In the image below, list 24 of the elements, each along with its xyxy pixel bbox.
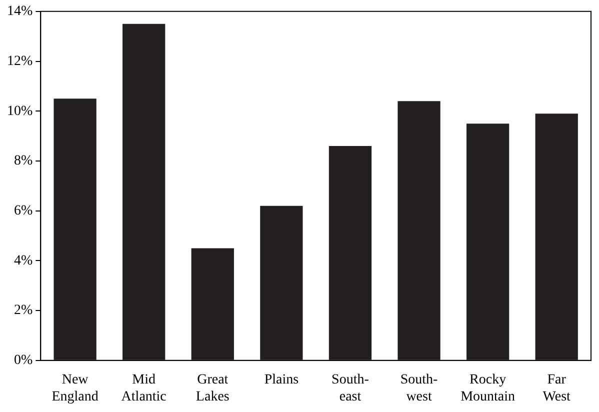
x-tick-label: New England [52,372,98,404]
x-tick-label: South-east [332,372,370,404]
y-tick-label: 12% [6,54,33,69]
x-tick-label: Mid Atlantic [121,372,166,404]
bar [191,248,234,360]
x-tick-label: Rocky Mountain [460,372,516,404]
x-tick-label: South-west [400,372,438,404]
bar [535,114,578,360]
bar [466,124,510,360]
y-tick-label: 4% [14,253,33,268]
bar [328,146,372,360]
y-tick-label: 2% [14,303,33,318]
bar [122,24,166,360]
y-tick-label: 0% [14,353,33,368]
x-tick-label: Plains [264,372,299,388]
bar [260,206,303,360]
y-tick-label: 8% [14,154,33,169]
x-tick-label: Great Lakes [196,372,230,404]
y-tick-label: 6% [14,204,33,218]
y-tick-label: 14% [6,4,33,20]
bar [54,98,96,360]
bar [398,101,440,360]
y-tick-label: 10% [6,104,33,119]
x-tick-label: Far West [542,372,571,404]
